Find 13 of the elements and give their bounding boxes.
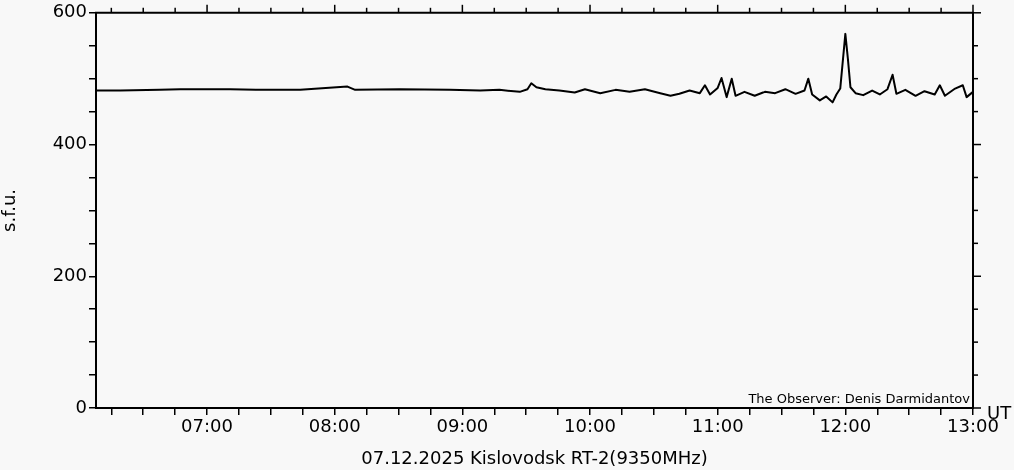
y-tick-label: 200 xyxy=(52,263,87,285)
y-tick-label: 0 xyxy=(75,395,87,417)
x-tick-label: 09:00 xyxy=(436,415,489,437)
annotation: The Observer: Denis Darmidantov xyxy=(747,390,971,406)
y-tick-label: 400 xyxy=(52,132,87,154)
x-tick-label: 07:00 xyxy=(181,415,233,437)
x-tick-label: 08:00 xyxy=(308,415,361,437)
y-tick-label: 600 xyxy=(52,0,87,22)
x-tick-label: 11:00 xyxy=(691,415,744,437)
x-axis-title: 07.12.2025 Kislovodsk RT-2(9350MHz) xyxy=(361,446,708,468)
x-tick-label: 10:00 xyxy=(564,415,616,437)
x-tick-label: 12:00 xyxy=(819,415,872,437)
y-axis-title: s.f.u. xyxy=(0,188,20,232)
